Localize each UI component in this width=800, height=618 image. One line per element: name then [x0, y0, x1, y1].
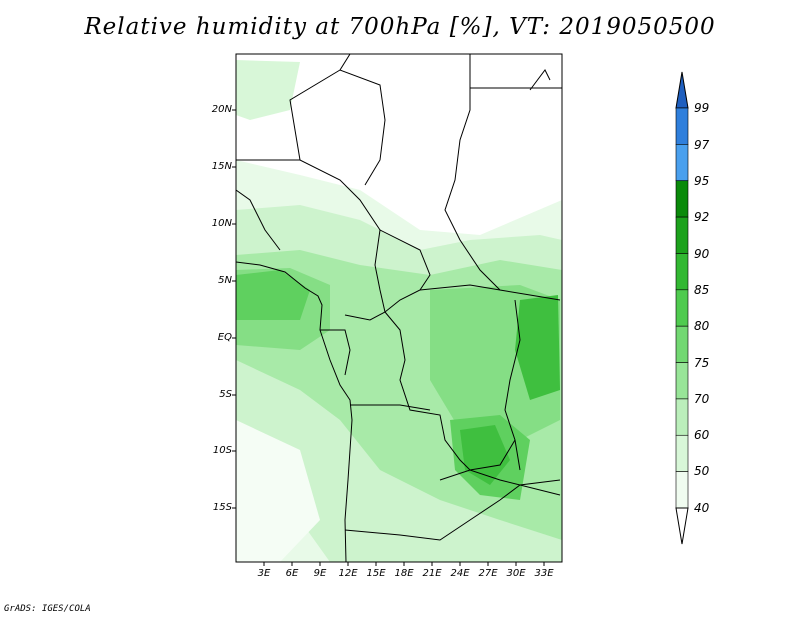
rh-zone-85	[515, 295, 560, 400]
colorbar-label: 85	[694, 283, 710, 297]
colorbar-label: 80	[694, 319, 710, 333]
border-nw	[236, 189, 281, 251]
border-east-lakes	[504, 299, 521, 471]
lon-label: 9E	[313, 568, 327, 579]
colorbar-top-arrow	[675, 71, 689, 109]
colorbar-label: 60	[694, 428, 710, 442]
lat-label: 5N	[218, 275, 232, 286]
border-ne-horn	[529, 69, 551, 91]
colorbar-segment	[675, 216, 689, 254]
colorbar-segment	[675, 398, 689, 436]
border-angola	[350, 404, 431, 411]
lon-label: 12E	[338, 568, 358, 579]
map-title: Relative humidity at 700hPa [%], VT: 201…	[84, 14, 716, 40]
colorbar-segment	[675, 325, 689, 363]
lat-label: 15N	[211, 161, 232, 172]
lat-label: EQ	[217, 332, 232, 343]
coastline	[236, 261, 353, 562]
lon-label: 27E	[478, 568, 498, 579]
rh-zone-80	[236, 270, 310, 320]
borders	[236, 54, 562, 562]
border-east-1	[444, 54, 561, 301]
lat-label: 5S	[219, 389, 232, 400]
colorbar-label: 97	[694, 138, 710, 152]
colorbar-label: 90	[694, 247, 710, 261]
lon-label: 30E	[506, 568, 526, 579]
border-gabon	[320, 329, 351, 376]
colorbar-label: 75	[694, 356, 710, 370]
rh-zone-north-patch	[236, 60, 300, 120]
lon-ticks	[263, 562, 545, 566]
lon-label: 15E	[366, 568, 386, 579]
colorbar-segment	[675, 471, 689, 509]
colorbar-segment	[675, 144, 689, 182]
colorbar-label: 99	[694, 101, 710, 115]
border-north-1	[236, 159, 386, 313]
colorbar-segment	[675, 253, 689, 291]
lon-label: 3E	[257, 568, 271, 579]
map-frame	[235, 53, 563, 563]
colorbar-label: 70	[694, 392, 710, 406]
lon-label: 33E	[534, 568, 554, 579]
lon-label: 18E	[394, 568, 414, 579]
border-north-2	[289, 69, 386, 186]
lat-label: 15S	[212, 502, 232, 513]
lat-label: 20N	[211, 104, 232, 115]
border-center-1	[344, 229, 431, 321]
border-zambia	[439, 469, 561, 496]
lon-label: 21E	[422, 568, 442, 579]
colorbar-label: 92	[694, 210, 710, 224]
lat-label: 10N	[211, 218, 232, 229]
colorbar-segment	[675, 180, 689, 218]
lat-label: 10S	[212, 445, 232, 456]
lon-label: 24E	[450, 568, 470, 579]
humidity-field	[236, 60, 562, 562]
colorbar-segment	[675, 434, 689, 472]
colorbar-label: 40	[694, 501, 710, 515]
border-north-3	[339, 54, 351, 71]
colorbar-segment	[675, 362, 689, 400]
colorbar-segment	[675, 107, 689, 145]
rh-zone-sw-light	[236, 420, 320, 562]
colorbar	[675, 71, 689, 545]
colorbar-label: 95	[694, 174, 710, 188]
colorbar-segment	[675, 289, 689, 327]
lat-ticks	[232, 109, 236, 509]
credit-text: GrADS: IGES/COLA	[4, 604, 91, 614]
border-congo	[384, 311, 516, 471]
colorbar-label: 50	[694, 464, 710, 478]
colorbar-bottom-arrow	[675, 507, 689, 545]
lon-label: 6E	[285, 568, 299, 579]
border-center-2	[419, 284, 501, 291]
